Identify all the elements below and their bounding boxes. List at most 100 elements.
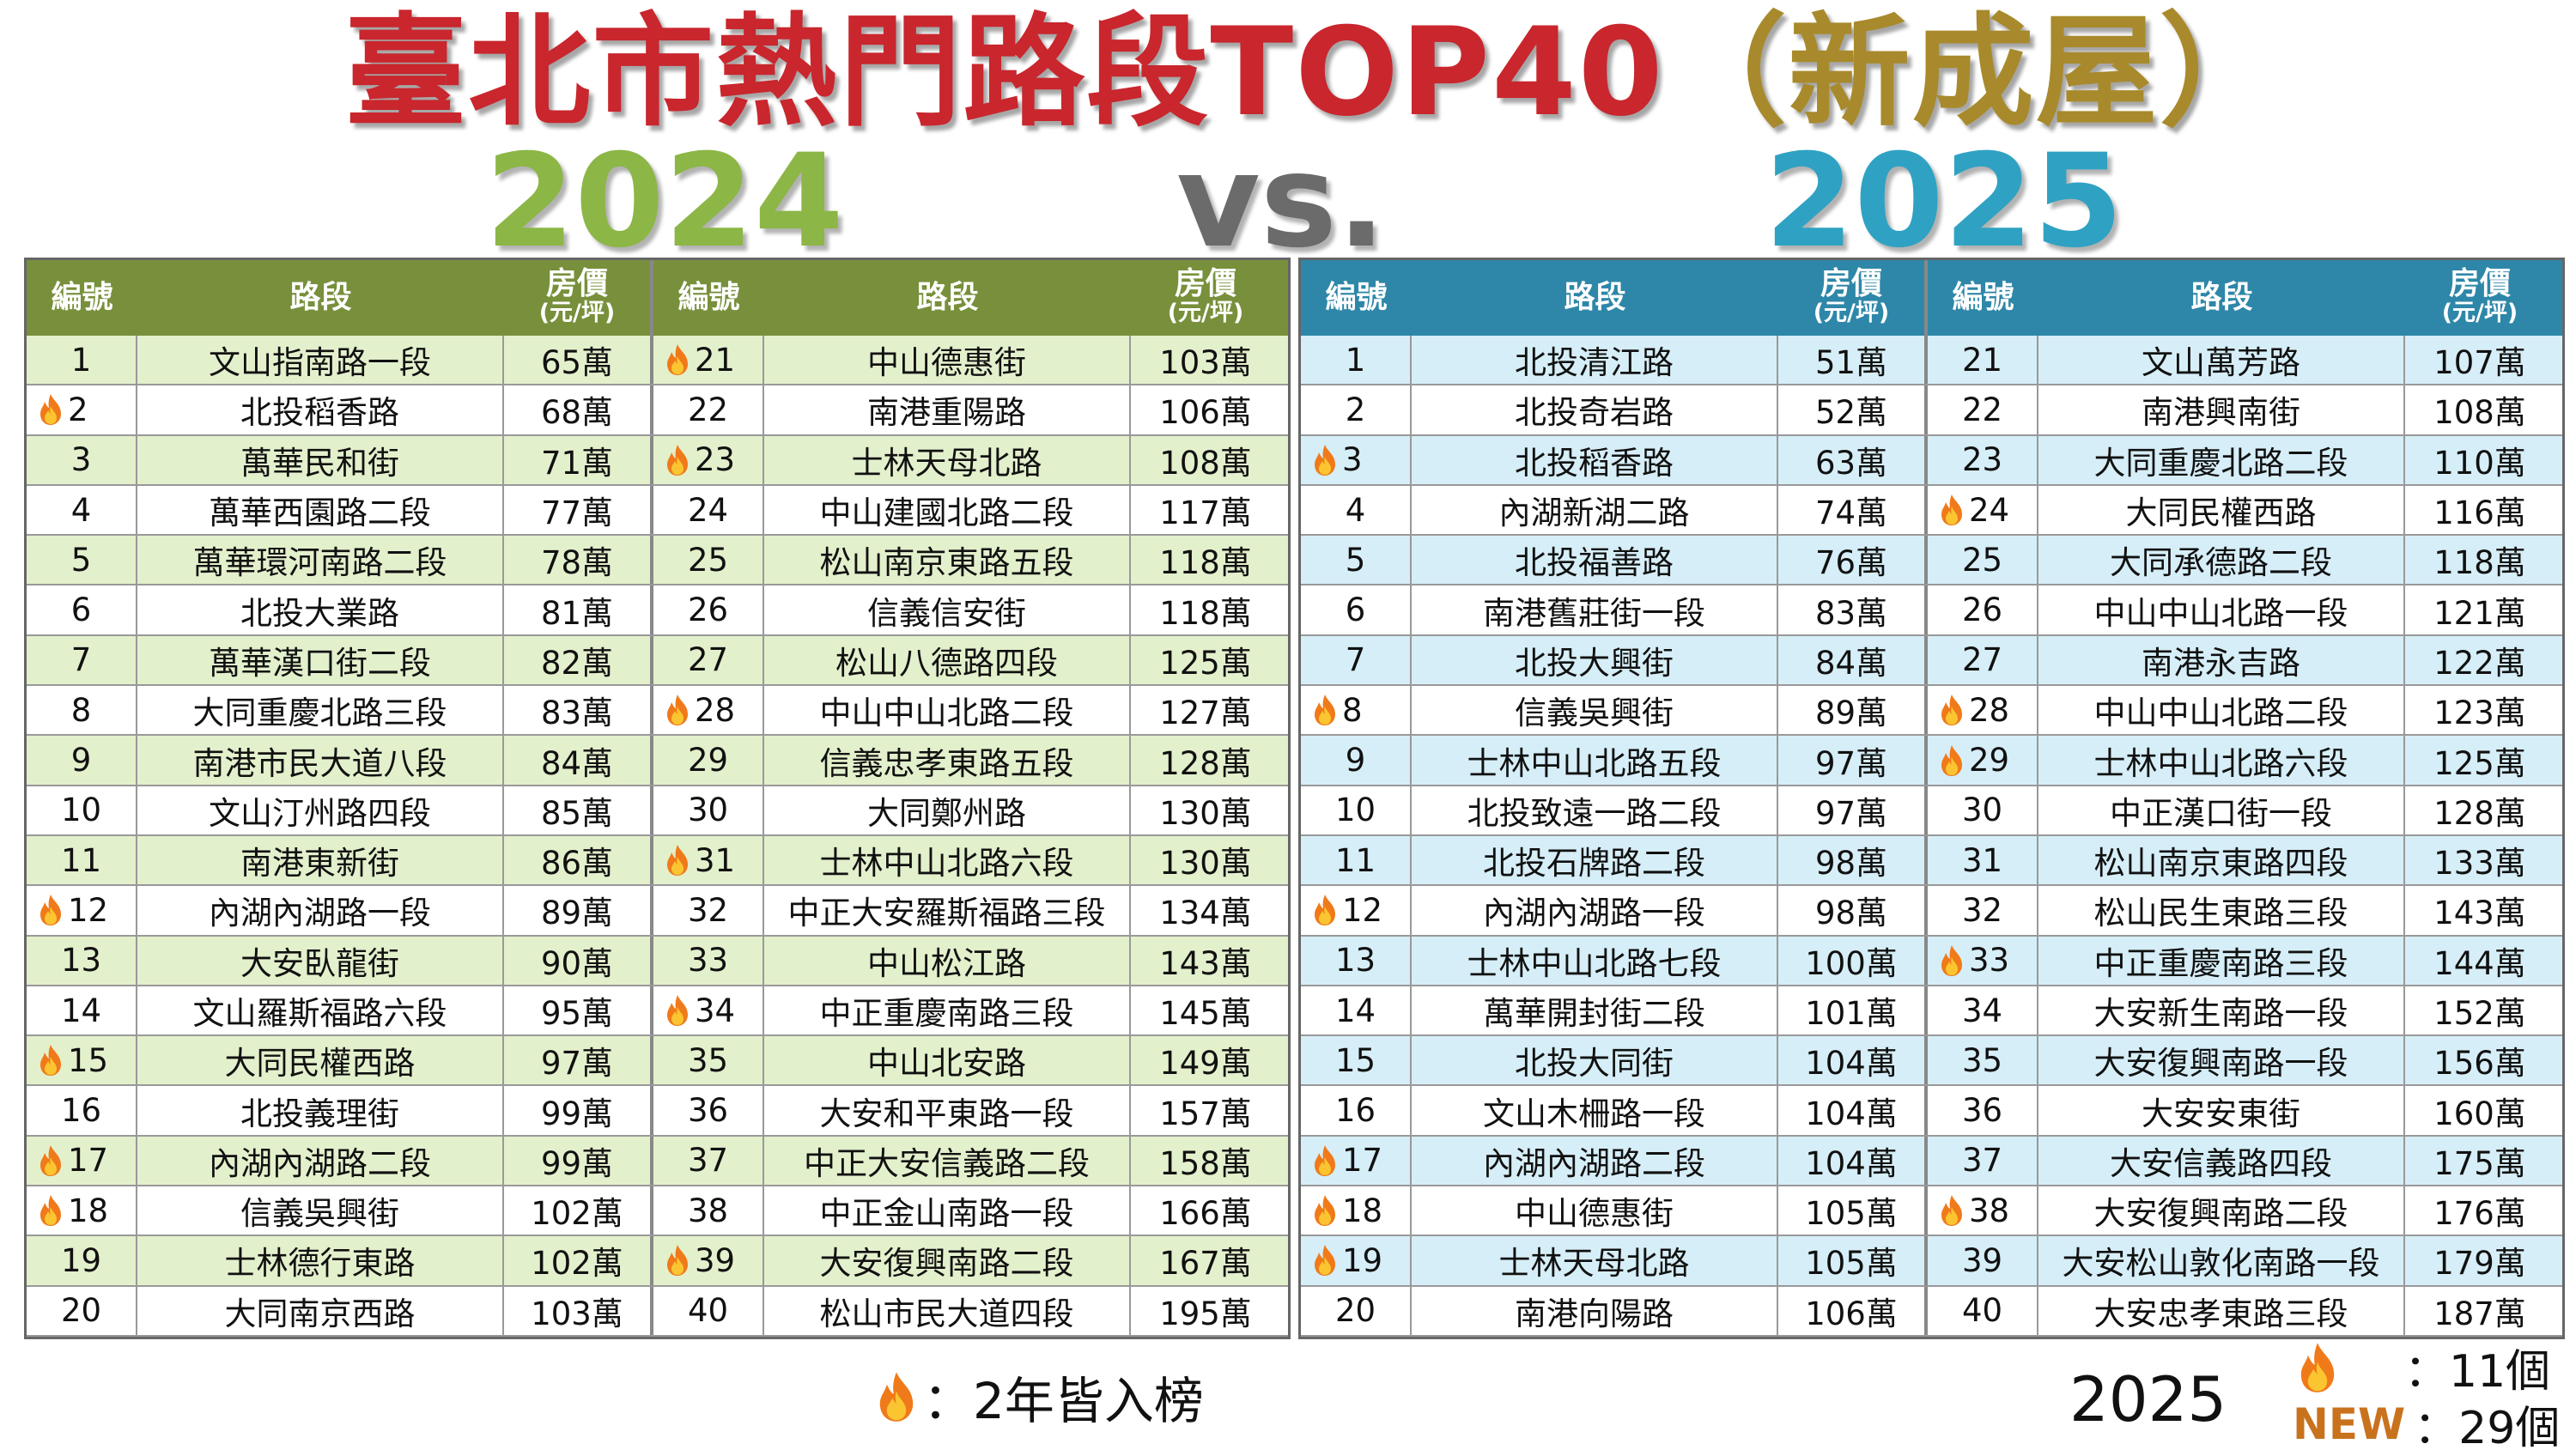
fire-icon: [35, 1144, 66, 1178]
rank-cell: 8: [1301, 686, 1412, 735]
price-cell: 95萬: [504, 986, 653, 1035]
road-cell: 內湖新湖二路: [1412, 485, 1778, 535]
rank-number: 15: [1334, 1041, 1376, 1079]
fire-icon: [35, 1193, 66, 1228]
price-cell: 51萬: [1778, 336, 1928, 385]
rank-number: 30: [687, 792, 729, 829]
rank-cell: 32: [1928, 886, 2038, 935]
rank-number: 13: [1334, 942, 1376, 980]
fire-icon: [1309, 1144, 1340, 1178]
road-cell: 中山建國北路二段: [764, 485, 1131, 535]
price-cell: 110萬: [2433, 444, 2526, 482]
rank-cell: 23: [653, 435, 764, 484]
fire-icon: [662, 343, 693, 377]
rank-cell: 32: [653, 886, 764, 935]
table-2024: 編號 路段 房價 (元/坪) 編號 路段 房價 (元/坪) 1 文山指南路一段 65萬 21 中山德惠…: [24, 258, 1291, 1339]
header-no: 編號: [51, 280, 113, 315]
price-cell: 158萬: [1159, 1144, 1252, 1182]
rank-cell: 27: [1928, 635, 2038, 685]
road-cell: 南港舊莊街一段: [1412, 585, 1778, 634]
price-cell: 71萬: [504, 435, 653, 484]
title-paren-open: （: [1664, 2, 1789, 143]
rank-cell: 12: [1301, 886, 1412, 935]
rank-cell: 25: [1928, 536, 2038, 585]
road-cell: 中山德惠街: [1412, 1186, 1778, 1235]
road-cell: 中正重慶南路三段: [2038, 936, 2405, 985]
vs-heading: vs.: [1176, 127, 1387, 276]
price-cell: 156萬: [2433, 1045, 2526, 1083]
rank-number: 18: [68, 1192, 109, 1229]
price-cell: 108萬: [2433, 394, 2526, 432]
price-cell: 143萬: [2433, 895, 2526, 932]
rank-cell: 12: [27, 886, 137, 935]
rank-cell: 4: [1301, 485, 1412, 535]
price-cell: 195萬: [1159, 1295, 1252, 1332]
road-cell: 士林中山北路七段: [1412, 936, 1778, 985]
rank-number: 30: [1961, 792, 2003, 829]
road-cell: 萬華漢口街二段: [137, 635, 504, 685]
price-cell: 85萬: [504, 786, 653, 834]
rank-cell: 26: [653, 585, 764, 634]
table-row: 16 北投義理街 99萬 36 大安和平東路一段 157萬: [27, 1086, 1288, 1137]
price-cell: 97萬: [1778, 736, 1928, 785]
table-row: 12 內湖內湖路一段 98萬 32 松山民生東路三段 143萬: [1301, 886, 2562, 937]
rank-cell: 2: [27, 385, 137, 434]
rank-cell: 18: [27, 1186, 137, 1235]
road-cell: 中正漢口街一段: [2038, 786, 2405, 834]
rank-cell: 23: [1928, 435, 2038, 484]
fire-icon: [662, 993, 693, 1028]
price-cell: 104萬: [1778, 1136, 1928, 1186]
year-2024-heading: 2024: [485, 127, 844, 276]
price-cell: 83萬: [1778, 585, 1928, 634]
title-paren-close: ）: [2159, 2, 2283, 143]
road-cell: 中山中山北路一段: [2038, 585, 2405, 634]
rank-number: 5: [70, 541, 92, 579]
table-row: 12 內湖內湖路一段 89萬 32 中正大安羅斯福路三段 134萬: [27, 886, 1288, 937]
rank-cell: 39: [653, 1236, 764, 1285]
road-cell: 北投石牌路二段: [1412, 835, 1778, 885]
price-cell: 97萬: [504, 1036, 653, 1085]
price-cell: 176萬: [2433, 1195, 2526, 1233]
rank-number: 37: [687, 1142, 729, 1180]
fire-icon: [662, 1243, 693, 1277]
rank-number: 7: [1345, 641, 1366, 679]
new-label: NEW: [2293, 1398, 2406, 1449]
rank-number: 8: [70, 691, 92, 729]
road-cell: 萬華開封街二段: [1412, 986, 1778, 1035]
road-cell: 大同鄭州路: [764, 786, 1131, 834]
rank-number: 29: [687, 742, 729, 780]
table-row: 3 萬華民和街 71萬 23 士林天母北路 108萬: [27, 435, 1288, 486]
table-row: 16 文山木柵路一段 104萬 36 大安安東街 160萬: [1301, 1086, 2562, 1137]
header-no: 編號: [677, 280, 740, 315]
rank-cell: 10: [27, 786, 137, 834]
road-cell: 南港向陽路: [1412, 1286, 1778, 1335]
header-road: 路段: [2190, 280, 2253, 315]
table-2024-body: 1 文山指南路一段 65萬 21 中山德惠街 103萬 2 北投稻香路 68萬 22 南港重陽路 10…: [27, 336, 1288, 1337]
price-cell: 128萬: [2433, 794, 2526, 832]
rank-number: 31: [695, 841, 736, 879]
legend-both-years: ：2年皆入榜: [872, 1361, 1204, 1433]
rank-cell: 39: [1928, 1236, 2038, 1285]
rank-number: 17: [1342, 1142, 1383, 1180]
rank-number: 10: [60, 792, 102, 829]
fire-icon: [662, 443, 693, 477]
table-row: 10 北投致遠一路二段 97萬 30 中正漢口街一段 128萬: [1301, 786, 2562, 836]
year-2025-heading: 2025: [1765, 127, 2123, 276]
rank-number: 39: [695, 1241, 736, 1279]
road-cell: 北投福善路: [1412, 536, 1778, 585]
price-cell: 116萬: [2433, 494, 2526, 532]
price-cell: 175萬: [2433, 1144, 2526, 1182]
road-cell: 士林天母北路: [764, 435, 1131, 484]
rank-number: 27: [687, 641, 729, 679]
road-cell: 大安復興南路二段: [764, 1236, 1131, 1285]
road-cell: 中山中山北路二段: [2038, 686, 2405, 735]
road-cell: 中正重慶南路三段: [764, 986, 1131, 1035]
rank-cell: 5: [27, 536, 137, 585]
rank-number: 20: [1334, 1292, 1376, 1330]
rank-cell: 17: [27, 1136, 137, 1186]
rank-cell: 20: [1301, 1286, 1412, 1335]
rank-number: 10: [1334, 792, 1376, 829]
rank-cell: 16: [27, 1086, 137, 1135]
road-cell: 文山汀州路四段: [137, 786, 504, 834]
header-road: 路段: [916, 280, 979, 315]
